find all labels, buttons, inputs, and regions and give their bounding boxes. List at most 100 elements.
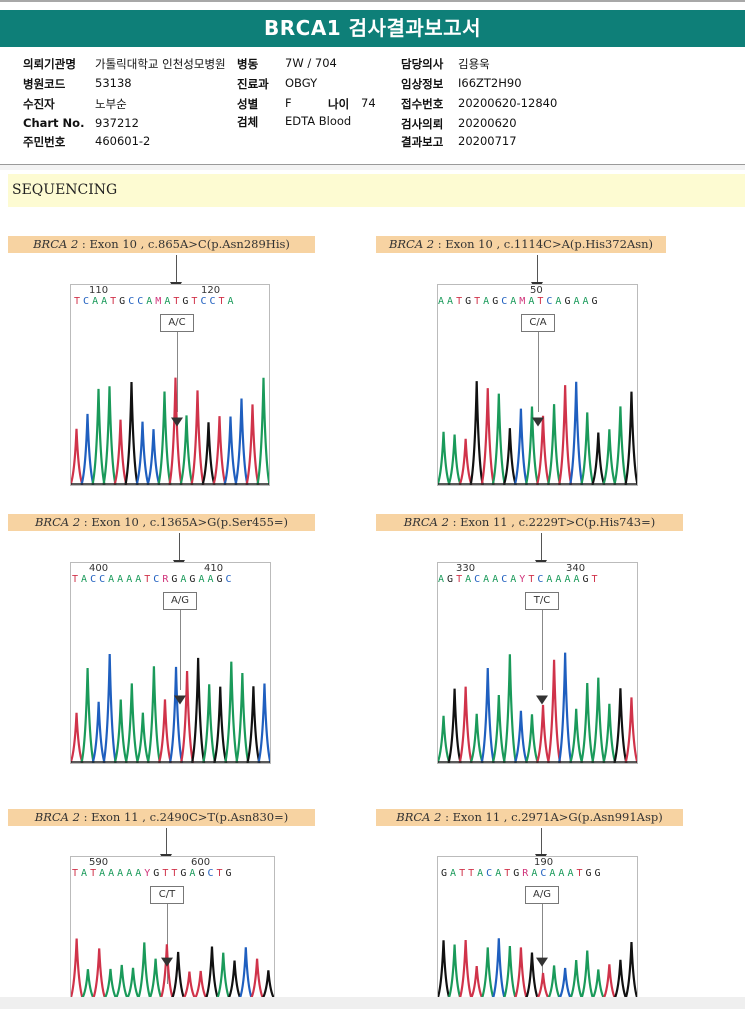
chart-no-label: Chart No. <box>23 116 85 130</box>
base-call: A <box>101 296 111 307</box>
gene-name: BRCA 2 <box>396 810 442 824</box>
position-label: 330 <box>456 563 476 574</box>
hospital-code-label: 병원코드 <box>23 77 66 91</box>
trace-peak <box>179 670 195 763</box>
base-call: G <box>441 868 451 879</box>
base-call: G <box>171 574 181 585</box>
patient-name-label: 수진자 <box>23 97 55 111</box>
trace-peak <box>213 686 228 763</box>
pointer-line <box>538 332 539 412</box>
trace-peak <box>193 970 208 999</box>
gene-name: BRCA 2 <box>34 515 81 529</box>
genotype-call: T/C <box>525 592 559 610</box>
base-call: A <box>81 574 91 585</box>
gene-name: BRCA 2 <box>34 810 80 824</box>
trace-peaks <box>438 652 637 763</box>
variant-detail: : Exon 11 , c.2971A>G(p.Asn991Asp) <box>441 810 663 824</box>
trace-peaks <box>71 377 269 485</box>
trace-peak <box>202 684 217 763</box>
chart-no-field: Chart No. 937212 <box>23 116 223 132</box>
base-call: C <box>200 296 210 307</box>
base-call: C <box>207 868 217 879</box>
trace-peak <box>569 381 584 485</box>
trace-peak <box>114 964 129 999</box>
variant-marker-icon <box>536 957 548 967</box>
trace-peak <box>246 686 261 763</box>
variant-marker-icon <box>532 417 544 427</box>
report-date-label: 결과보고 <box>401 135 444 149</box>
trace-peak <box>249 958 265 999</box>
ward-value: 7W / 704 <box>285 56 337 70</box>
trace-peak <box>569 708 584 763</box>
base-sequence: TATAAAAAYGTTGAGCTG <box>72 868 235 879</box>
trace-peak <box>135 712 150 763</box>
position-label: 590 <box>89 857 109 868</box>
base-call: A <box>126 868 136 879</box>
trace-peak <box>558 967 573 999</box>
trace-peak <box>524 952 540 999</box>
trace-peak <box>613 688 628 763</box>
base-sequence: TACCAAAATCRGAGAAGC <box>72 574 235 585</box>
base-call: A <box>438 574 448 585</box>
genotype-call: C/T <box>150 886 184 904</box>
footer-bar <box>0 997 745 1009</box>
base-call: T <box>591 574 601 585</box>
gene-name: BRCA 2 <box>388 237 435 251</box>
pointer-line <box>542 904 543 984</box>
trace-peak <box>201 422 216 485</box>
trace-peak <box>591 677 606 763</box>
variant-detail: : Exon 10 , c.865A>C(p.Asn289His) <box>78 237 290 251</box>
receipt-no-label: 접수번호 <box>401 97 444 111</box>
arrow-stem <box>541 533 542 562</box>
trace-peak <box>513 408 529 485</box>
trace-peak <box>234 398 249 485</box>
variant-label: BRCA 2 : Exon 11 , c.2229T>C(p.His743=) <box>376 514 683 531</box>
trace-peak <box>71 712 84 763</box>
variant-label: BRCA 2 : Exon 10 , c.1365A>G(p.Ser455=) <box>8 514 315 531</box>
trace-peak <box>146 429 161 485</box>
trace-peak <box>216 952 231 999</box>
trace-peak <box>469 381 484 485</box>
trace-peak <box>624 391 637 485</box>
trace-peaks <box>71 653 270 763</box>
variant-label: BRCA 2 : Exon 10 , c.865A>C(p.Asn289His) <box>8 236 315 253</box>
genotype-call: A/G <box>525 886 559 904</box>
base-call: C <box>540 868 550 879</box>
trace-peak <box>591 969 606 999</box>
patient-name-value: 노부순 <box>95 97 127 111</box>
base-call: A <box>477 868 487 879</box>
sex-age-field: 성별 F 나이 74 <box>237 96 377 112</box>
request-date-label: 검사의뢰 <box>401 117 444 131</box>
trace-peaks <box>438 938 637 999</box>
base-call: T <box>74 296 84 307</box>
base-call: C <box>83 296 93 307</box>
position-label: 50 <box>530 285 543 296</box>
base-call: C <box>501 574 511 585</box>
variant-marker-icon <box>536 695 548 705</box>
position-label: 410 <box>204 563 224 574</box>
sex-label: 성별 <box>237 97 259 111</box>
top-border <box>0 0 745 2</box>
doctor-field: 담당의사 김용욱 <box>401 56 601 72</box>
base-call: A <box>135 868 145 879</box>
variant-marker-icon <box>161 957 173 967</box>
trace-peak <box>491 938 506 999</box>
ward-label: 병동 <box>237 57 259 71</box>
trace-peak <box>245 404 260 485</box>
base-call: A <box>126 574 136 585</box>
base-call: G <box>564 296 574 307</box>
base-call: G <box>153 868 163 879</box>
base-call: G <box>513 868 523 879</box>
trace-peak <box>502 654 518 763</box>
institution-value: 가톨릭대학교 인천성모병원 <box>95 57 226 71</box>
trace-peak <box>458 686 473 763</box>
trace-peak <box>135 421 150 485</box>
report-title: BRCA1 검사결과보고서 <box>0 10 745 47</box>
base-call: T <box>162 868 172 879</box>
trace-peak <box>624 941 637 999</box>
base-call: A <box>483 574 493 585</box>
base-call: C <box>153 574 163 585</box>
specimen-field: 검체 EDTA Blood <box>237 114 367 130</box>
position-label: 340 <box>566 563 586 574</box>
variant-detail: : Exon 11 , c.2490C>T(p.Asn830=) <box>79 810 289 824</box>
